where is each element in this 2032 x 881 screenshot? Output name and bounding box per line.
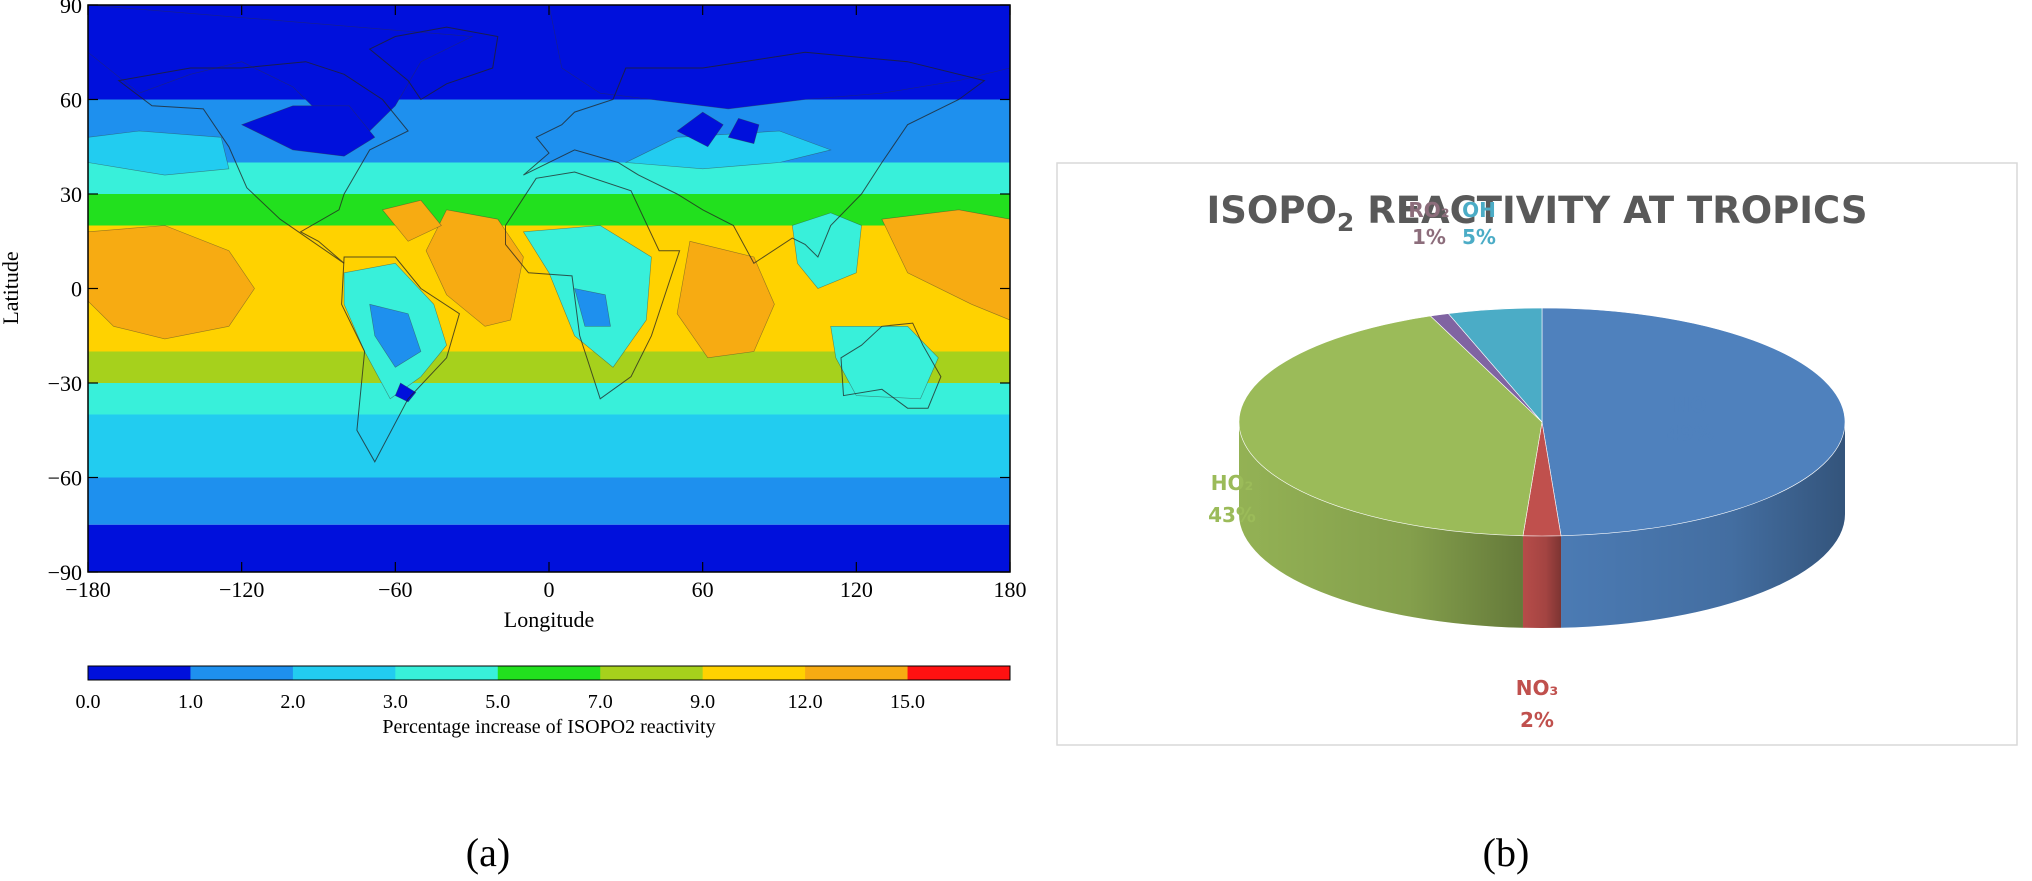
contour-region [394, 382, 417, 403]
contour-region [791, 212, 862, 289]
contour-region [240, 105, 376, 157]
pie-slice [1447, 307, 1543, 423]
pie-label-value: 43% [1208, 503, 1256, 527]
contour-region [369, 303, 422, 368]
colorbar-swatch [88, 666, 191, 680]
contour-region [425, 209, 524, 327]
x-tick-label: −180 [65, 577, 110, 602]
colorbar-frame [87, 665, 1011, 681]
colorbar-swatch [702, 666, 806, 680]
colorbar-tick-label: 1.0 [178, 691, 203, 713]
x-tick-label: 180 [994, 577, 1027, 602]
zonal-band [88, 477, 1010, 525]
colorbar-swatch [497, 666, 601, 680]
pie-label-value: 5% [1462, 225, 1496, 249]
y-tick-label: −90 [48, 560, 82, 585]
pie-side-shade [1239, 422, 1523, 628]
colorbar-swatch [395, 666, 499, 680]
pie-label-value: 2% [1520, 708, 1554, 732]
pie-slices [1238, 307, 1846, 537]
colorbar [87, 665, 1011, 681]
x-tick-label: −60 [378, 577, 412, 602]
y-tick-label: −60 [48, 466, 82, 491]
x-tick-label: 0 [544, 577, 555, 602]
pie-side-shade [1561, 422, 1845, 628]
x-tick-label: 120 [840, 577, 873, 602]
pie-label-value: 1% [1412, 225, 1446, 249]
colorbar-tick-label: 2.0 [280, 691, 305, 713]
panel-a-map-chart: −180 −120 −60 0 60 120 180 90 60 30 0 −30 −60 −90 Lo… [0, 0, 1027, 875]
y-tick-label: 90 [60, 0, 82, 18]
contour-region [624, 130, 832, 170]
pie-label-name: RO₂ [1408, 198, 1449, 222]
zonal-band [88, 414, 1010, 478]
pie-slice [1541, 307, 1846, 537]
colorbar-tick-label: 9.0 [690, 691, 715, 713]
panel-a-caption: (a) [466, 830, 510, 875]
x-axis-ticks: −180 −120 −60 0 60 120 180 [65, 5, 1027, 602]
contour-region [574, 288, 611, 327]
contour-map [88, 5, 1010, 572]
contour-region [88, 225, 255, 340]
colorbar-swatch [292, 666, 396, 680]
pie-label-name: NO₃ [1516, 676, 1559, 700]
y-tick-label: 0 [71, 277, 82, 302]
continent-outline [840, 322, 942, 409]
y-tick-label: 30 [60, 182, 82, 207]
x-tick-label: 60 [692, 577, 714, 602]
colorbar-swatch [600, 666, 704, 680]
zonal-band [88, 194, 1010, 226]
pie-side-shade [1522, 535, 1562, 628]
colorbar-tick-label: 0.0 [76, 691, 101, 713]
continent-outline [523, 51, 986, 265]
x-axis-label: Longitude [504, 607, 594, 632]
contour-region [676, 240, 775, 359]
y-tick-label: −30 [48, 371, 82, 396]
continent-outline [368, 26, 499, 101]
contour-region [548, 5, 1010, 110]
y-axis-ticks: 90 60 30 0 −30 −60 −90 [48, 0, 1010, 585]
contour-region [727, 118, 760, 144]
continent-outlines [117, 26, 986, 463]
pie-label-name: OH [1462, 198, 1496, 222]
colorbar-tick-label: 7.0 [588, 691, 613, 713]
colorbar-swatch [907, 666, 1011, 680]
panel-b-pie-chart: ISOPO2 REACTIVITY AT TROPICS NO 49% NO₃ 2% H… [1056, 162, 2018, 875]
x-tick-label: −120 [219, 577, 264, 602]
pie-label-name: HO₂ [1211, 471, 1254, 495]
continent-outline [341, 256, 460, 463]
colorbar-ticks: 0.0 1.0 2.0 3.0 5.0 7.0 9.0 12.0 15.0 [76, 691, 926, 713]
zonal-band [88, 162, 1010, 194]
colorbar-tick-label: 5.0 [485, 691, 510, 713]
contour-region [830, 326, 939, 400]
pie-label-name: NO [1673, 393, 1707, 417]
contour-region [881, 209, 1010, 321]
contour-region [381, 199, 442, 242]
pie-chart-title: ISOPO2 REACTIVITY AT TROPICS [1206, 189, 1867, 237]
colorbar-swatch [805, 666, 909, 680]
colorbar-tick-label: 12.0 [788, 691, 823, 713]
colorbar-tick-label: 15.0 [890, 691, 925, 713]
colorbar-swatch [190, 666, 294, 680]
colorbar-tick-label: 3.0 [383, 691, 408, 713]
continent-outline [117, 61, 409, 264]
contour-region [88, 130, 230, 176]
contour-region [676, 111, 724, 148]
continent-outline [505, 171, 681, 400]
y-axis-label: Latitude [0, 251, 23, 324]
colorbar-label: Percentage increase of ISOPO2 reactivity [382, 716, 715, 738]
pie-label-value: 49% [1666, 421, 1714, 445]
y-tick-label: 60 [60, 88, 82, 113]
panel-b-caption: (b) [1483, 830, 1530, 875]
pie-labels: NO 49% NO₃ 2% HO₂ 43% RO₂ 1% OH 5% [1208, 198, 1714, 732]
pie-depth [1239, 422, 1845, 628]
pie-slice [1238, 315, 1543, 537]
